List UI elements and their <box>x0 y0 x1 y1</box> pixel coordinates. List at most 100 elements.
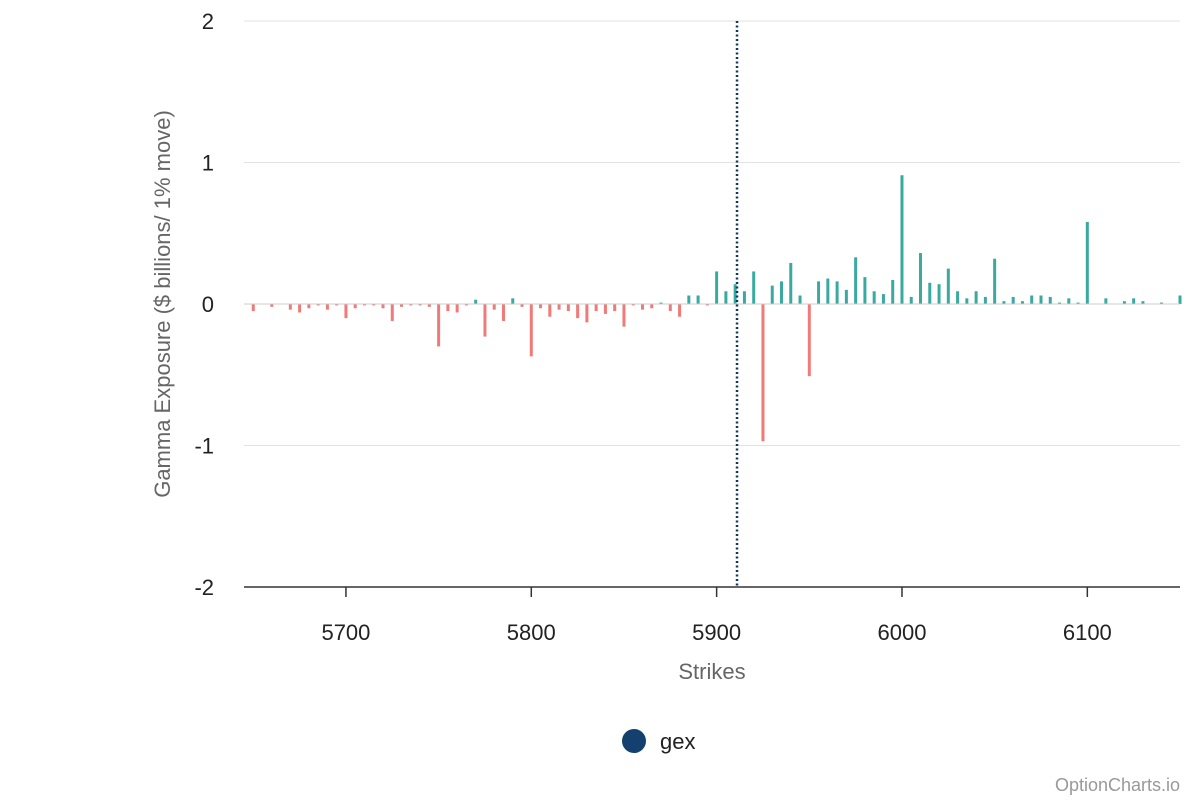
gex-bar[interactable] <box>919 253 923 304</box>
gex-bar[interactable] <box>946 268 950 304</box>
gex-bar[interactable] <box>705 304 709 306</box>
gex-bar[interactable] <box>1076 302 1080 304</box>
gex-bar[interactable] <box>501 304 505 321</box>
gex-bar[interactable] <box>344 304 348 319</box>
gex-bar[interactable] <box>557 304 561 310</box>
gex-bar[interactable] <box>789 262 793 304</box>
gex-bar[interactable] <box>390 304 394 321</box>
gex-bar[interactable] <box>585 304 589 323</box>
gex-bar[interactable] <box>780 281 784 304</box>
gex-bar[interactable] <box>603 304 607 314</box>
gex-bar[interactable] <box>539 304 543 309</box>
gex-bar[interactable] <box>724 291 728 304</box>
gex-bar[interactable] <box>1048 296 1052 304</box>
gex-bar[interactable] <box>298 304 302 313</box>
gex-bar[interactable] <box>844 289 848 304</box>
gex-bar[interactable] <box>909 296 913 304</box>
gex-bar[interactable] <box>446 304 450 312</box>
gex-bar[interactable] <box>1132 298 1136 304</box>
gex-bar[interactable] <box>761 304 765 442</box>
x-tick-label: 5800 <box>507 620 556 645</box>
gex-bar[interactable] <box>956 291 960 304</box>
gex-bar[interactable] <box>650 304 654 309</box>
gex-bar[interactable] <box>900 175 904 304</box>
gex-bar[interactable] <box>835 281 839 304</box>
legend-marker-gex[interactable] <box>622 729 646 753</box>
gex-bar[interactable] <box>807 304 811 377</box>
gex-bar[interactable] <box>1178 295 1182 304</box>
gex-bar[interactable] <box>1159 302 1163 304</box>
gex-bar[interactable] <box>492 304 496 310</box>
gex-bar[interactable] <box>733 284 737 304</box>
gex-bar[interactable] <box>872 291 876 304</box>
gex-bar[interactable] <box>529 304 533 357</box>
gex-bar[interactable] <box>1002 301 1006 304</box>
gex-bar[interactable] <box>427 304 431 307</box>
gex-bar[interactable] <box>594 304 598 312</box>
gex-bar[interactable] <box>409 304 413 306</box>
gex-bar[interactable] <box>983 296 987 304</box>
gex-bar[interactable] <box>965 298 969 304</box>
gex-bar[interactable] <box>1141 301 1145 304</box>
gex-bar[interactable] <box>325 304 329 310</box>
gex-bar[interactable] <box>576 304 580 319</box>
gex-bar[interactable] <box>742 291 746 304</box>
gex-bar[interactable] <box>288 304 292 310</box>
gex-bar[interactable] <box>1039 295 1043 304</box>
gex-bar[interactable] <box>854 257 858 304</box>
gex-bar[interactable] <box>881 294 885 304</box>
gex-bar[interactable] <box>631 304 635 306</box>
gex-bar[interactable] <box>455 304 459 313</box>
gex-bar[interactable] <box>1011 296 1015 304</box>
gex-bar[interactable] <box>548 304 552 317</box>
gex-bar[interactable] <box>640 304 644 310</box>
legend[interactable]: gex <box>622 729 695 754</box>
gex-bar[interactable] <box>1030 295 1034 304</box>
gex-bar[interactable] <box>826 278 830 304</box>
gex-bar[interactable] <box>464 304 468 306</box>
gex-bar[interactable] <box>511 298 515 304</box>
gex-bar[interactable] <box>770 285 774 304</box>
gex-bar[interactable] <box>474 299 478 304</box>
gex-bar[interactable] <box>1067 298 1071 304</box>
gex-bar[interactable] <box>400 304 404 307</box>
gex-bar[interactable] <box>622 304 626 327</box>
gex-bar[interactable] <box>659 302 663 304</box>
gex-bar[interactable] <box>335 304 339 306</box>
gex-bar[interactable] <box>372 304 376 306</box>
gex-bar[interactable] <box>1020 301 1024 304</box>
gex-bar[interactable] <box>1122 301 1126 304</box>
legend-label-gex[interactable]: gex <box>660 729 695 754</box>
gex-bar[interactable] <box>668 304 672 312</box>
gex-bar[interactable] <box>891 279 895 304</box>
gex-bar[interactable] <box>520 304 524 307</box>
gex-bar[interactable] <box>566 304 570 312</box>
gex-bar[interactable] <box>1085 221 1089 304</box>
gex-bar[interactable] <box>353 304 357 309</box>
gex-bar[interactable] <box>437 304 441 347</box>
gex-bar[interactable] <box>270 304 274 307</box>
gex-bar[interactable] <box>678 304 682 317</box>
gex-bar[interactable] <box>715 271 719 304</box>
gex-bar[interactable] <box>752 271 756 304</box>
gex-bar[interactable] <box>937 284 941 304</box>
gex-bar[interactable] <box>928 282 932 304</box>
gex-bar[interactable] <box>696 295 700 304</box>
gex-bar[interactable] <box>307 304 311 309</box>
gex-bar[interactable] <box>362 304 366 306</box>
gex-bar[interactable] <box>863 277 867 304</box>
gex-bar[interactable] <box>817 281 821 304</box>
gex-bar[interactable] <box>316 304 320 306</box>
gex-bar[interactable] <box>974 291 978 304</box>
gex-bar[interactable] <box>418 304 422 306</box>
credit-text[interactable]: OptionCharts.io <box>1055 775 1180 795</box>
gex-bar[interactable] <box>798 295 802 304</box>
gex-bar[interactable] <box>993 258 997 304</box>
gex-bar[interactable] <box>251 304 255 312</box>
gex-bar[interactable] <box>1058 302 1062 304</box>
gex-bar[interactable] <box>483 304 487 337</box>
gex-bar[interactable] <box>613 304 617 312</box>
gex-bar[interactable] <box>687 295 691 304</box>
gex-bar[interactable] <box>1104 298 1108 304</box>
gex-bar[interactable] <box>381 304 385 309</box>
